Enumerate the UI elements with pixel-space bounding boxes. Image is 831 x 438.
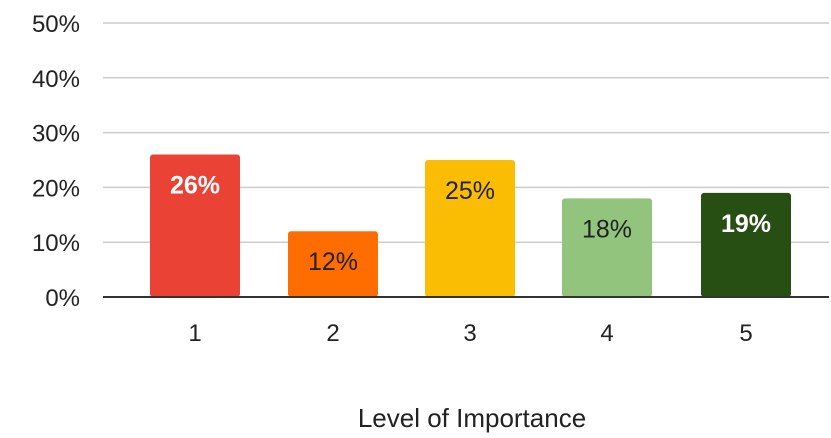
y-tick-label-10: 10% [32, 230, 80, 257]
y-tick-label-0: 0% [45, 285, 80, 312]
data-label-4: 18% [582, 215, 632, 243]
y-tick-label-30: 30% [32, 121, 80, 148]
x-axis-tick-labels: 1 2 3 4 5 [188, 320, 752, 347]
bar-4 [562, 198, 652, 297]
x-tick-label-4: 4 [600, 320, 613, 347]
y-axis-tick-labels: 0% 10% 20% 30% 40% 50% [32, 11, 80, 312]
y-tick-label-20: 20% [32, 175, 80, 202]
data-label-3: 25% [445, 177, 495, 205]
bars [150, 155, 791, 297]
y-tick-label-50: 50% [32, 11, 80, 38]
x-tick-label-5: 5 [739, 320, 752, 347]
data-label-1: 26% [170, 172, 220, 200]
x-tick-label-1: 1 [188, 320, 201, 347]
y-tick-label-40: 40% [32, 66, 80, 93]
data-label-5: 19% [721, 210, 771, 238]
bar-5 [701, 193, 791, 297]
x-tick-label-2: 2 [326, 320, 339, 347]
x-axis-title: Level of Importance [358, 403, 586, 433]
x-tick-label-3: 3 [463, 320, 476, 347]
data-label-2: 12% [308, 248, 358, 276]
